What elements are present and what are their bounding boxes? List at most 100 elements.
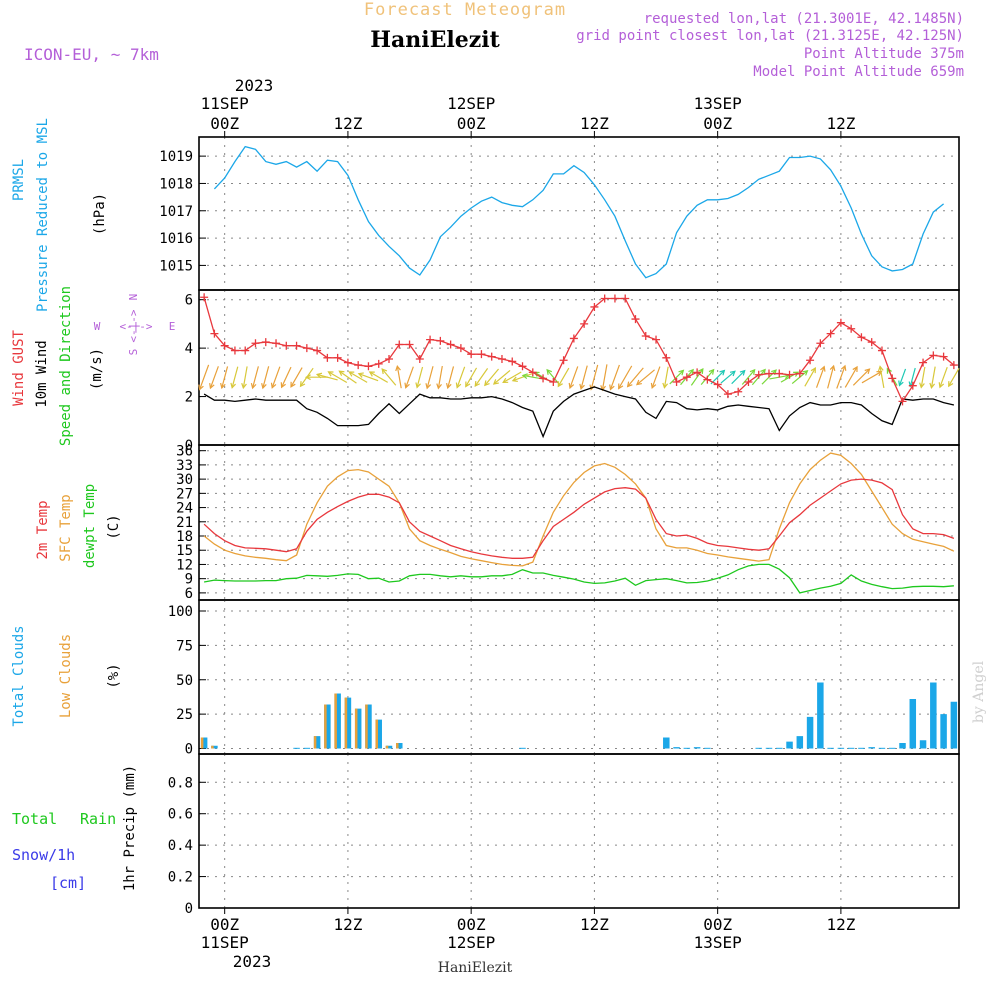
total-cloud-bar — [868, 747, 875, 749]
wind-arrow — [369, 371, 388, 383]
total-cloud-bar — [888, 747, 896, 749]
wind-arrow-head — [760, 368, 766, 375]
y-tick-label: 1017 — [159, 204, 193, 220]
wind-arrow — [221, 366, 229, 389]
top-tick-label: 12Z — [826, 114, 855, 133]
y-tick-label: 6 — [185, 586, 193, 602]
gust-marker — [621, 294, 630, 303]
gust-marker — [836, 318, 845, 327]
total-cloud-bar — [940, 714, 947, 749]
wind-direction-arrows — [198, 364, 960, 392]
meteogram-title: Forecast Meteogram — [364, 0, 566, 20]
wind-arrow-head — [290, 381, 296, 388]
wind-arrow — [474, 368, 489, 387]
total-cloud-bar — [786, 741, 793, 749]
wind-arrow — [447, 366, 455, 389]
wind-arrow-head — [304, 374, 311, 381]
credit-watermark: by Angel — [971, 660, 987, 723]
wind-arrow — [669, 369, 684, 385]
gust-marker — [405, 340, 414, 349]
total-cloud-bar — [396, 743, 403, 749]
gust-marker — [898, 397, 907, 406]
wind-arrow-head — [877, 365, 884, 372]
wind-arrow — [948, 367, 960, 387]
wind-arrow — [484, 368, 500, 386]
wind-arrow-head — [793, 371, 800, 377]
gust-marker — [847, 324, 856, 333]
gust-marker — [200, 293, 209, 302]
gust-marker — [220, 341, 229, 350]
wind-arrow-head — [250, 383, 257, 390]
wind-arrow-head — [635, 379, 642, 386]
gust-marker — [446, 340, 455, 349]
total-cloud-bar — [313, 736, 321, 749]
total-cloud-bar — [663, 737, 670, 749]
y-tick-label: 0.2 — [168, 870, 193, 886]
wind-arrow-head — [230, 382, 237, 389]
wind-arrow — [861, 371, 882, 384]
clouds-panel: 0 25 50 75 100 — [168, 599, 960, 758]
wind-arrow-head — [270, 382, 277, 389]
total-cloud-bar — [817, 682, 824, 749]
gust-marker — [385, 355, 393, 364]
total-cloud-bar — [919, 740, 927, 749]
wind-arrow — [569, 366, 579, 389]
gust-marker — [456, 344, 465, 353]
gust-marker — [949, 361, 958, 370]
total-cloud-bar — [293, 747, 300, 749]
wind-arrow — [381, 368, 397, 386]
location-title: HaniElezit — [370, 27, 500, 53]
wind-arrow-head — [729, 370, 736, 377]
wind-arrow — [741, 369, 756, 385]
temperature-labels: 2m Temp SFC Temp dewpt Temp (C) — [35, 484, 122, 568]
hpa-unit-label: (hPa) — [92, 193, 108, 235]
panel-frame — [198, 599, 960, 755]
gust-marker — [919, 358, 928, 367]
total-cloud-bar — [878, 747, 886, 749]
low-clouds-label: Low Clouds — [58, 634, 74, 718]
y-tick-label: 15 — [176, 543, 193, 559]
wind-arrow-head — [650, 382, 657, 390]
wind-arrow-head — [299, 381, 306, 388]
wind-arrow-head — [749, 368, 756, 375]
wind-arrow-head — [395, 364, 401, 372]
gust-marker — [302, 344, 311, 353]
compass-arrows-vertical: <-|-> — [127, 309, 140, 342]
gust-marker — [487, 352, 496, 361]
y-tick-label: 0.6 — [168, 807, 193, 823]
wind-arrow-head — [739, 369, 746, 376]
wind-arrow — [636, 369, 655, 386]
low-cloud-bar — [334, 693, 337, 749]
wind-arrow-head — [474, 380, 481, 388]
panel-frame — [198, 753, 960, 909]
speed-direction-label: Speed and Direction — [58, 286, 74, 446]
total-cloud-bar — [704, 747, 711, 749]
gust-marker — [210, 329, 219, 338]
gust-marker — [467, 350, 476, 359]
precip-labels: Total Rain Snow/1h [cm] 1hr Precip (mm) — [12, 765, 138, 892]
wind-arrow — [426, 366, 434, 389]
bottom-tick-label: 00Z — [457, 915, 486, 934]
gust-marker — [395, 340, 404, 349]
wind-arrow — [262, 366, 270, 389]
wind-arrow — [316, 373, 338, 381]
wind-arrow-head — [662, 382, 669, 389]
wind-arrow — [852, 368, 870, 386]
compass-e: E — [169, 320, 176, 333]
total-cloud-bar — [796, 736, 804, 749]
total-cloud-bar — [858, 747, 865, 749]
gust-marker — [877, 346, 886, 355]
wind-panel: 0 2 4 6 — [185, 289, 960, 454]
wind-arrow-head — [209, 383, 215, 390]
wind-arrow — [827, 365, 835, 389]
total-cloud-bar — [847, 747, 855, 749]
total-cloud-bar — [827, 747, 834, 749]
wind-arrow-head — [511, 376, 518, 383]
gust-marker — [775, 369, 784, 378]
gust-marker — [662, 353, 671, 362]
compass-w: W — [94, 320, 101, 333]
bottom-date-label: 12SEP — [447, 933, 495, 952]
gust-marker — [908, 381, 917, 390]
gust-marker — [888, 374, 897, 383]
wind-arrow-head — [368, 371, 375, 377]
